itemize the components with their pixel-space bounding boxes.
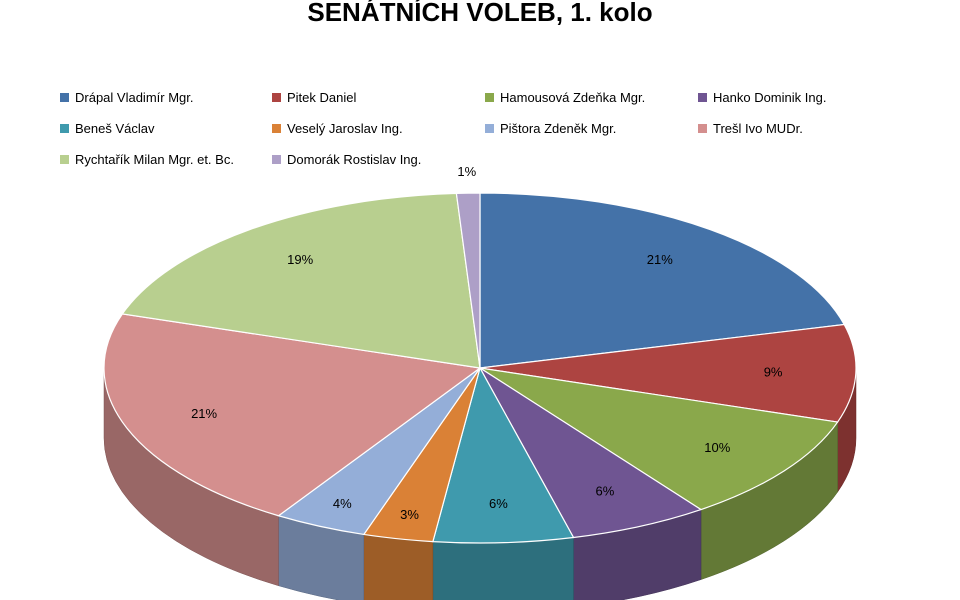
pie-slice-1 (479, 323, 857, 423)
legend-label: Hamousová Zdeňka Mgr. (500, 89, 646, 105)
legend-swatch (60, 92, 69, 102)
legend-item-drapal: Drápal Vladimír Mgr. (60, 88, 193, 106)
legend-label: Pitek Daniel (287, 89, 357, 105)
pie-side-walls (103, 367, 857, 600)
legend-swatch (698, 92, 707, 102)
legend-label: Beneš Václav (75, 120, 155, 136)
legend-item-pitek: Pitek Daniel (272, 88, 356, 106)
pie-label-8: 19% (287, 252, 313, 267)
legend-label: Pištora Zdeněk Mgr. (500, 120, 617, 136)
pie-label-7: 21% (191, 406, 217, 421)
pie-slice-7 (103, 313, 482, 517)
chart-title: SENÁTNÍCH VOLEB, 1. kolo (307, 0, 653, 27)
pie-label-0: 21% (647, 252, 673, 267)
legend-item-vesely: Veselý Jaroslav Ing. (272, 119, 403, 137)
legend-item-rychtarik: Rychtařík Milan Mgr. et. Bc. (60, 150, 234, 168)
legend-swatch (485, 92, 494, 102)
pie-data-labels: 21% 9% 10% 6% 6% 3% 4% 21% 19% 1% (191, 164, 783, 522)
pie-label-5: 3% (400, 507, 419, 522)
legend-swatch (272, 154, 281, 164)
legend-label: Trešl Ivo MUDr. (713, 120, 803, 136)
pie-slice-side-4 (432, 537, 574, 600)
pie-label-9: 1% (457, 164, 476, 179)
legend-label: Rychtařík Milan Mgr. et. Bc. (75, 151, 234, 167)
legend-label: Domorák Rostislav Ing. (287, 151, 422, 167)
legend-swatch (485, 123, 494, 133)
legend-item-hamousova: Hamousová Zdeňka Mgr. (485, 88, 645, 106)
pie-slice-side-5 (363, 534, 434, 600)
legend-item-domorak: Domorák Rostislav Ing. (272, 150, 421, 168)
legend-label: Veselý Jaroslav Ing. (287, 120, 403, 136)
pie-slice-8 (121, 192, 481, 369)
pie-label-3: 6% (596, 484, 615, 499)
legend-label: Drápal Vladimír Mgr. (75, 89, 194, 105)
pie-slice-4 (432, 366, 575, 544)
pie-label-1: 9% (764, 364, 783, 379)
legend-item-pistora: Pištora Zdeněk Mgr. (485, 119, 616, 137)
legend-swatch (698, 123, 707, 133)
pie-label-4: 6% (489, 496, 508, 511)
legend-item-tresl: Trešl Ivo MUDr. (698, 119, 803, 137)
legend-swatch (60, 123, 69, 133)
legend-item-hanko: Hanko Dominik Ing. (698, 88, 826, 106)
pie-slice-9 (455, 192, 481, 369)
pie-slice-3 (479, 367, 703, 539)
legend-item-benes: Beneš Václav (60, 119, 155, 137)
legend-swatch (272, 92, 281, 102)
pie-slice-2 (479, 367, 839, 511)
pie-slice-0 (479, 192, 846, 369)
legend-swatch (272, 123, 281, 133)
legend-swatch (60, 154, 69, 164)
pie-top-faces (103, 192, 857, 544)
pie-label-6: 4% (333, 496, 352, 511)
chart-legend: Drápal Vladimír Mgr. Pitek Daniel Hamous… (60, 88, 940, 178)
legend-label: Hanko Dominik Ing. (713, 89, 827, 105)
pie-label-2: 10% (704, 440, 730, 455)
